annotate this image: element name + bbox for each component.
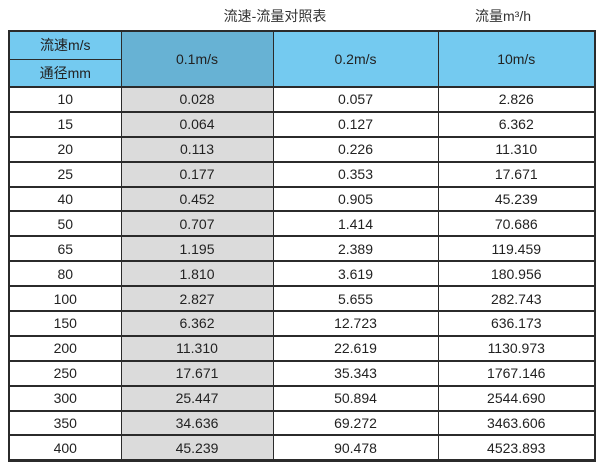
flow-value-cell: 0.707 xyxy=(120,210,274,238)
header-row-bottom: 通径mm xyxy=(8,58,595,88)
flow-value-cell: 1767.146 xyxy=(437,359,596,387)
flow-value-cell: 2.389 xyxy=(272,235,439,263)
flow-value-cell: 0.452 xyxy=(120,185,274,213)
flow-value-cell: 2.826 xyxy=(437,86,596,113)
flow-value-cell: 282.743 xyxy=(437,285,596,313)
flow-value-cell: 0.905 xyxy=(272,185,439,213)
table-row: 350 34.636 69.272 3463.606 xyxy=(8,409,596,437)
table-row: 80 1.810 3.619 180.956 xyxy=(8,260,596,288)
diameter-cell: 150 xyxy=(8,310,122,337)
flow-value-cell: 6.362 xyxy=(437,110,596,138)
flow-value-cell: 4523.893 xyxy=(437,434,596,462)
flow-unit-label: 流量m³/h xyxy=(475,8,531,24)
table-row: 25 0.177 0.353 17.671 xyxy=(8,160,596,188)
diameter-cell: 300 xyxy=(8,384,122,412)
flow-value-cell: 11.310 xyxy=(120,334,274,362)
diameter-cell: 350 xyxy=(8,409,122,437)
table-row: 150 6.362 12.723 636.173 xyxy=(8,310,596,337)
table-row: 200 11.310 22.619 1130.973 xyxy=(8,334,596,362)
flow-value-cell: 25.447 xyxy=(120,384,274,412)
flow-value-cell: 50.894 xyxy=(272,384,439,412)
flow-value-cell: 69.272 xyxy=(272,409,439,437)
flow-value-cell: 0.353 xyxy=(272,160,439,188)
flow-value-cell: 119.459 xyxy=(437,235,596,263)
flow-value-cell: 1130.973 xyxy=(437,334,596,362)
flow-value-cell: 5.655 xyxy=(272,285,439,313)
flow-value-cell: 6.362 xyxy=(120,310,274,337)
velocity-header-01: 0.1m/s xyxy=(120,30,274,88)
table-title: 流速-流量对照表 xyxy=(223,8,327,24)
flow-value-cell: 90.478 xyxy=(272,434,439,462)
flow-value-cell: 1.810 xyxy=(120,260,274,288)
flow-value-cell: 2544.690 xyxy=(437,384,596,412)
flow-value-cell: 0.028 xyxy=(120,86,274,113)
diameter-cell: 65 xyxy=(8,235,122,263)
flow-value-cell: 3.619 xyxy=(272,260,439,288)
table-header: 流速m/s 0.1m/s 0.2m/s 10m/s 通径mm xyxy=(8,30,596,88)
flow-value-cell: 70.686 xyxy=(437,210,596,238)
flow-value-cell: 2.827 xyxy=(120,285,274,313)
table-body: 10 0.028 0.057 2.826 15 0.064 0.127 6.362 20 0.11… xyxy=(8,86,596,462)
flow-value-cell: 22.619 xyxy=(272,334,439,362)
titlebar: 流速-流量对照表 流量m³/h xyxy=(0,0,600,28)
flow-value-cell: 0.113 xyxy=(120,135,274,163)
flow-value-cell: 0.127 xyxy=(272,110,439,138)
flow-value-cell: 636.173 xyxy=(437,310,596,337)
table-row: 250 17.671 35.343 1767.146 xyxy=(8,359,596,387)
flow-value-cell: 0.057 xyxy=(272,86,439,113)
table-row: 10 0.028 0.057 2.826 xyxy=(8,86,596,113)
table-row: 20 0.113 0.226 11.310 xyxy=(8,135,596,163)
diameter-cell: 50 xyxy=(8,210,122,238)
flow-value-cell: 17.671 xyxy=(120,359,274,387)
table-row: 50 0.707 1.414 70.686 xyxy=(8,210,596,238)
table-row: 40 0.452 0.905 45.239 xyxy=(8,185,596,213)
flow-value-cell: 12.723 xyxy=(272,310,439,337)
table-row: 65 1.195 2.389 119.459 xyxy=(8,235,596,263)
flow-value-cell: 35.343 xyxy=(272,359,439,387)
flow-value-cell: 180.956 xyxy=(437,260,596,288)
diameter-cell: 250 xyxy=(8,359,122,387)
diameter-cell: 40 xyxy=(8,185,122,213)
flow-value-cell: 0.177 xyxy=(120,160,274,188)
flow-value-cell: 3463.606 xyxy=(437,409,596,437)
flow-value-cell: 17.671 xyxy=(437,160,596,188)
velocity-header-10: 10m/s xyxy=(437,30,596,88)
table-row: 15 0.064 0.127 6.362 xyxy=(8,110,596,138)
table-row: 400 45.239 90.478 4523.893 xyxy=(8,434,596,462)
table-row: 100 2.827 5.655 282.743 xyxy=(8,285,596,313)
flow-value-cell: 45.239 xyxy=(120,434,274,462)
diameter-cell: 100 xyxy=(8,285,122,313)
diameter-cell: 400 xyxy=(8,434,122,462)
flow-value-cell: 1.195 xyxy=(120,235,274,263)
flow-value-cell: 34.636 xyxy=(120,409,274,437)
diameter-cell: 80 xyxy=(8,260,122,288)
table-row: 300 25.447 50.894 2544.690 xyxy=(8,384,596,412)
flow-value-cell: 11.310 xyxy=(437,135,596,163)
corner-velocity-label: 流速m/s xyxy=(8,30,122,60)
flow-value-cell: 1.414 xyxy=(272,210,439,238)
diameter-cell: 25 xyxy=(8,160,122,188)
flow-value-cell: 0.226 xyxy=(272,135,439,163)
diameter-cell: 200 xyxy=(8,334,122,362)
flow-value-cell: 45.239 xyxy=(437,185,596,213)
flow-value-cell: 0.064 xyxy=(120,110,274,138)
header-row-top: 流速m/s 0.1m/s 0.2m/s 10m/s xyxy=(8,30,596,88)
diameter-cell: 10 xyxy=(8,86,122,113)
diameter-cell: 20 xyxy=(8,135,122,163)
corner-diameter-label: 通径mm xyxy=(8,58,122,88)
flow-rate-table: 流速m/s 0.1m/s 0.2m/s 10m/s 通径mm 10 0.028 0.… xyxy=(8,30,596,462)
diameter-cell: 15 xyxy=(8,110,122,138)
velocity-header-02: 0.2m/s xyxy=(272,30,439,88)
